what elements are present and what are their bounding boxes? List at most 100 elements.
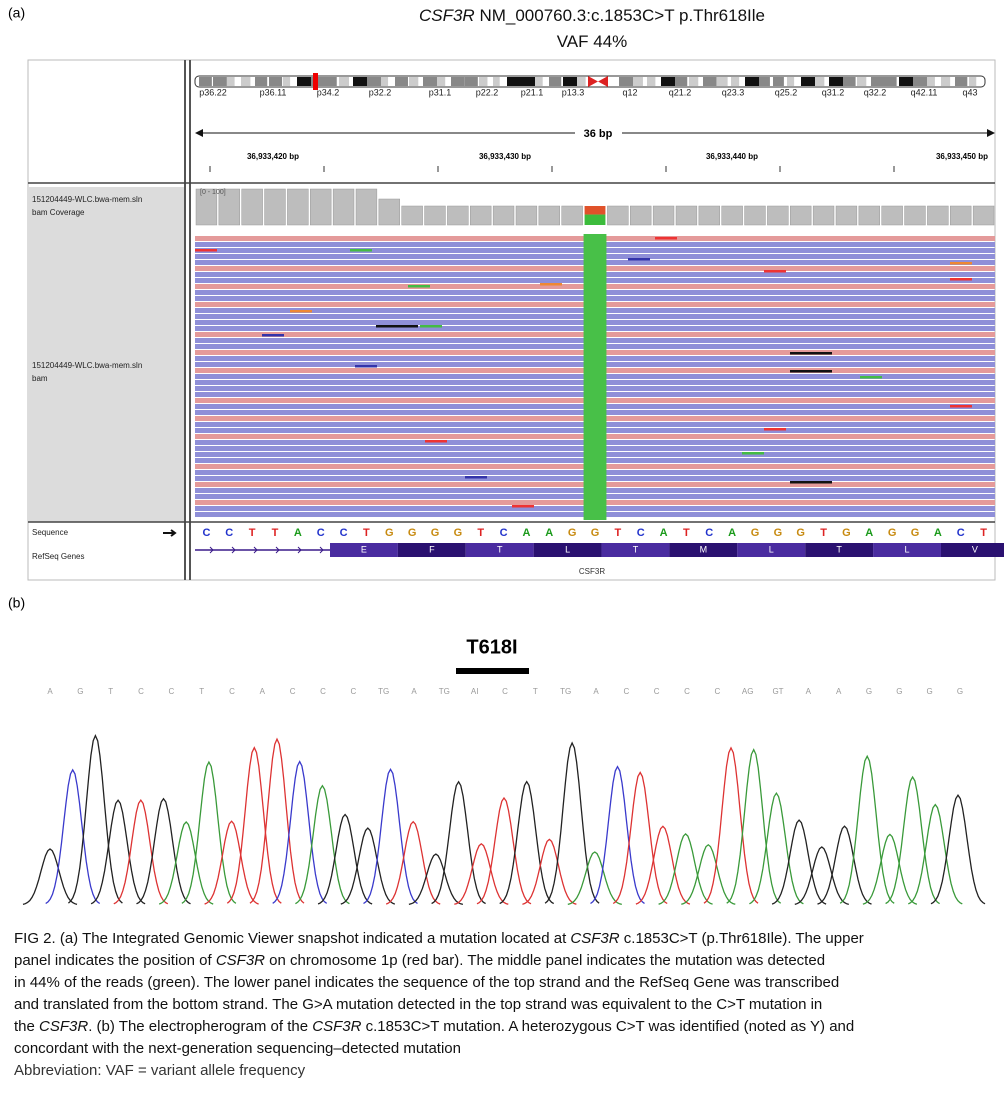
mismatch	[790, 370, 832, 373]
caption-text: CSF3R	[215, 952, 265, 969]
base: T	[614, 527, 621, 539]
base: A	[294, 527, 302, 539]
ideogram-band	[955, 77, 968, 86]
base: C	[340, 527, 348, 539]
ideogram-band	[409, 77, 419, 86]
coverage-bar	[424, 205, 446, 226]
ideogram-band	[241, 77, 251, 86]
amino-acid	[940, 543, 1004, 557]
caption-line: in 44% of the reads (green). The lower p…	[14, 972, 999, 994]
coverage-bar	[812, 205, 835, 226]
amino-acid-label: V	[972, 544, 978, 554]
ideogram-band	[717, 77, 728, 86]
ideogram-band	[787, 77, 795, 86]
abbreviation: Abbreviation: VAF = variant allele frequ…	[14, 1062, 306, 1079]
coverage-bar	[355, 188, 378, 226]
base-call: G	[866, 687, 872, 696]
amino-acid	[397, 543, 466, 557]
base-call: T	[533, 687, 538, 696]
track-name: 151204449-WLC.bwa-mem.sln	[32, 195, 142, 204]
ruler-position: 36,933,450 bp	[936, 152, 988, 161]
mismatch	[350, 249, 372, 252]
base-call: A	[411, 687, 417, 696]
ideogram-band	[759, 77, 770, 86]
mutation-bar	[456, 668, 529, 674]
coverage-bar	[630, 205, 652, 226]
amino-acid	[737, 543, 806, 557]
coverage-bar	[652, 205, 675, 226]
gene-chevron	[231, 546, 236, 554]
mismatch	[512, 505, 534, 508]
coverage-bar	[538, 205, 560, 226]
track-name: 151204449-WLC.bwa-mem.sln	[32, 361, 142, 370]
base: G	[888, 527, 897, 539]
coverage-bar	[447, 205, 469, 226]
coverage-bar	[607, 205, 629, 226]
coverage-bar	[310, 188, 332, 226]
base: G	[591, 527, 600, 539]
caption-text: concordant with the next-generation sequ…	[14, 1040, 461, 1057]
trace-peak	[726, 748, 782, 904]
ideogram-band	[283, 77, 291, 86]
base-call: C	[168, 687, 174, 696]
ideogram-band	[199, 77, 212, 86]
variant: NM_000760.3:c.1853C>T p.Thr618Ile	[479, 6, 766, 25]
base-call: T	[199, 687, 204, 696]
mismatch	[262, 334, 284, 337]
panel-label: (a)	[8, 5, 25, 21]
mismatch	[860, 376, 882, 379]
ideogram-band	[563, 77, 583, 86]
band-label: p31.1	[429, 87, 452, 97]
ideogram-band	[801, 77, 820, 86]
base: A	[865, 527, 873, 539]
ideogram-band	[661, 77, 681, 86]
caption-text: on chromosome 1p (red bar). The middle p…	[265, 952, 826, 969]
base-call: G	[896, 687, 902, 696]
gene-chevron	[209, 546, 214, 554]
ideogram-band	[927, 77, 935, 86]
band-label: p34.2	[317, 87, 340, 97]
caption-text: CSF3R	[570, 930, 620, 947]
base: C	[202, 527, 210, 539]
base-call: G	[927, 687, 933, 696]
base: G	[385, 527, 394, 539]
base-call: GT	[772, 687, 783, 696]
ideogram-band	[367, 77, 383, 86]
panel-title: CSF3R NM_000760.3:c.1853C>T p.Thr618Ile	[380, 6, 804, 26]
trace-peak	[136, 797, 191, 905]
caption-line: FIG 2. (a) The Integrated Genomic Viewer…	[14, 928, 999, 950]
amino-acid-label: T	[633, 544, 639, 554]
gene-name: CSF3R	[418, 6, 475, 25]
base: C	[317, 527, 325, 539]
coverage-bar	[584, 214, 606, 225]
caption-line: the CSF3R. (b) The electropherogram of t…	[14, 1016, 999, 1038]
coverage-bar	[332, 188, 355, 226]
coverage-bar	[264, 188, 286, 226]
caption-text: FIG 2. (a) The Integrated Genomic Viewer…	[14, 930, 571, 947]
ideogram-band	[689, 77, 699, 86]
ideogram-band	[535, 77, 543, 86]
trace-peak	[45, 768, 101, 905]
mismatch	[790, 481, 832, 484]
base: G	[454, 527, 463, 539]
gene-label: CSF3R	[579, 567, 605, 576]
ideogram-band	[395, 77, 408, 86]
ideogram-band	[941, 77, 951, 86]
coverage-bar	[927, 205, 949, 226]
base-call: C	[502, 687, 508, 696]
base-call: A	[260, 687, 266, 696]
amino-acid	[805, 543, 874, 557]
trace-peak	[272, 760, 328, 904]
amino-acid-label: T	[836, 544, 842, 554]
base-call: C	[654, 687, 660, 696]
ideogram-band	[815, 77, 825, 86]
band-label: p22.2	[476, 87, 499, 97]
ideogram-band	[857, 77, 867, 86]
ideogram-band	[549, 77, 562, 86]
amino-acid	[601, 543, 670, 557]
ideogram-band	[843, 77, 856, 86]
coverage-bar	[515, 205, 538, 226]
base-call: C	[350, 687, 356, 696]
trace-peak	[113, 798, 169, 905]
caption-line: concordant with the next-generation sequ…	[14, 1038, 999, 1060]
